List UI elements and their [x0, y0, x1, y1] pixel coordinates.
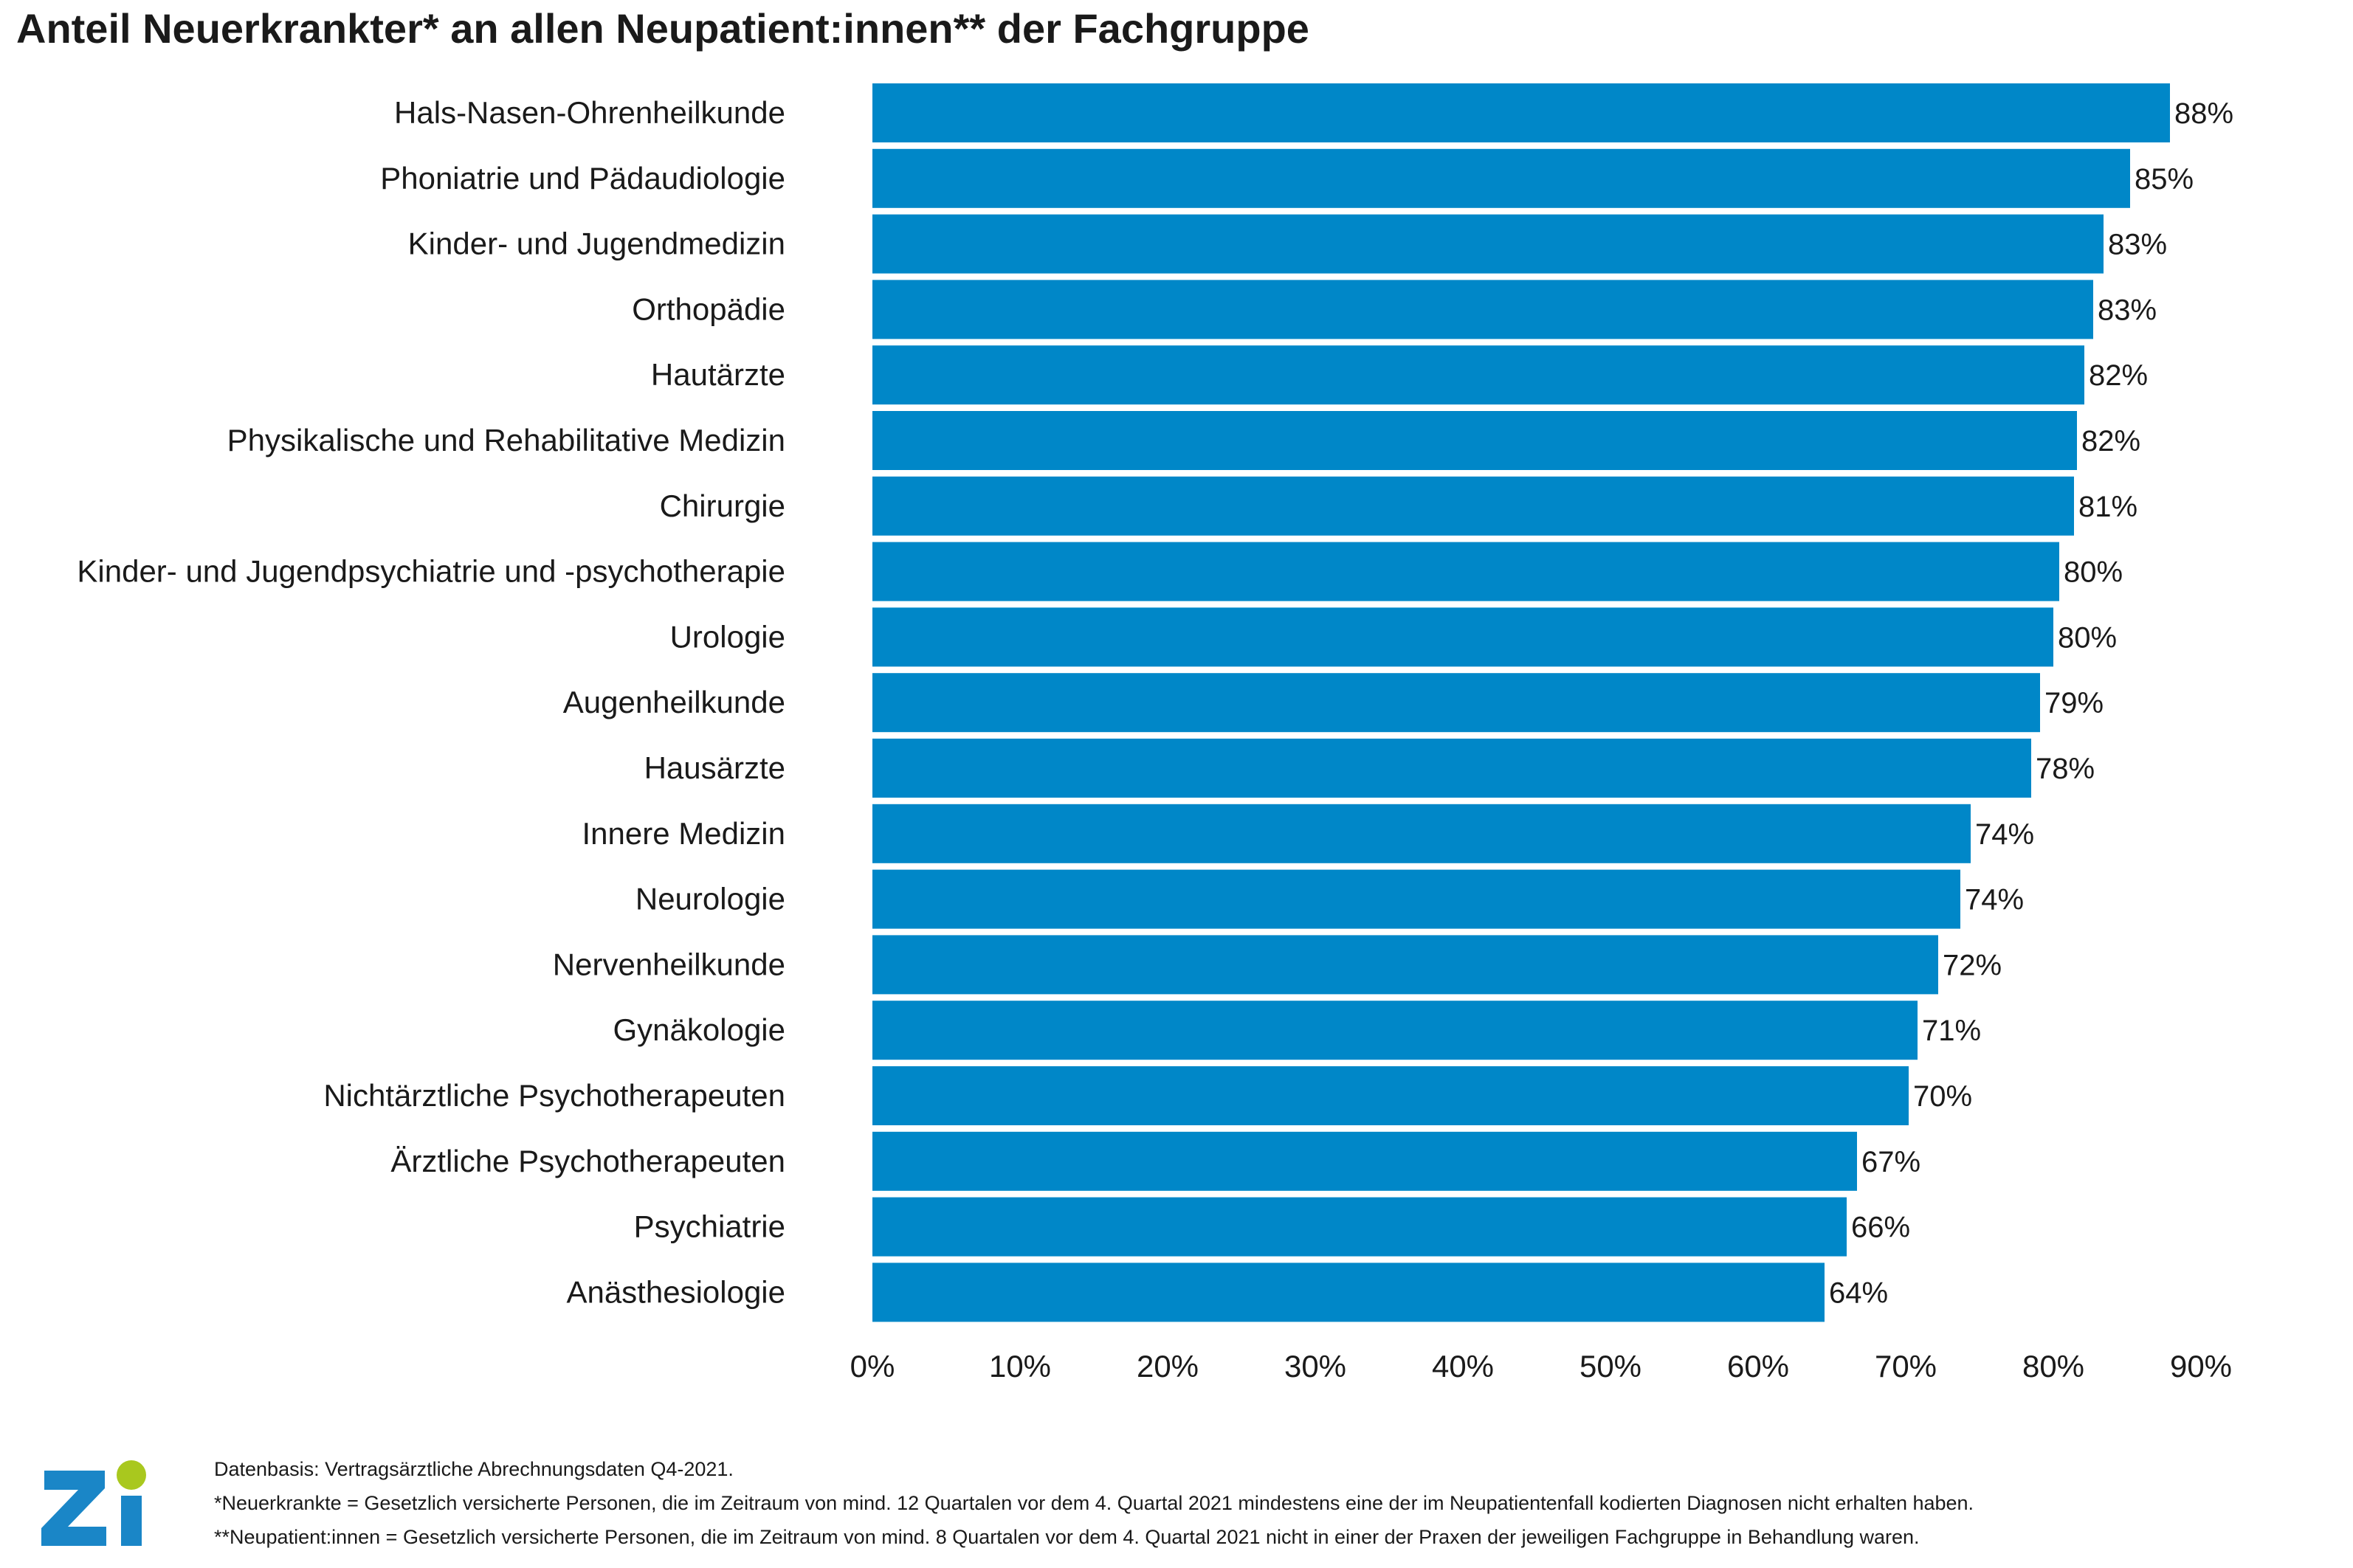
category-label: Gynäkologie: [613, 1012, 785, 1047]
footnote-neupatienten: **Neupatient:innen = Gesetzlich versiche…: [214, 1526, 1920, 1548]
category-labels: Hals-Nasen-Ohrenheilkunde Phoniatrie und …: [77, 95, 785, 1309]
category-label: Chirurgie: [660, 488, 785, 523]
category-label: Physikalische und Rehabilitative Medizin: [227, 423, 785, 457]
x-tick-label: 60%: [1727, 1349, 1789, 1384]
data-label: 82%: [2081, 425, 2140, 457]
category-label: Orthopädie: [632, 291, 785, 326]
data-label: 80%: [2064, 556, 2123, 589]
footnote-neuerkrankte: *Neuerkrankte = Gesetzlich versicherte P…: [214, 1492, 1974, 1514]
footer-notes: Datenbasis: Vertragsärztliche Abrechnung…: [214, 1452, 1974, 1554]
x-tick-label: 20%: [1137, 1349, 1199, 1384]
category-label: Augenheilkunde: [563, 685, 785, 719]
data-label: 88%: [2174, 97, 2233, 130]
data-label: 72%: [1943, 949, 2002, 981]
x-tick-label: 90%: [2170, 1349, 2232, 1384]
category-label: Phoniatrie und Pädaudiologie: [380, 161, 785, 196]
data-label: 79%: [2044, 687, 2104, 719]
bar: [872, 476, 2074, 536]
bar: [872, 869, 1960, 929]
bar: [872, 411, 2077, 470]
category-label: Nervenheilkunde: [553, 947, 785, 981]
category-label: Anästhesiologie: [566, 1274, 785, 1309]
bars-group: [872, 83, 2170, 1322]
x-tick-label: 70%: [1875, 1349, 1937, 1384]
logo-z-shape: [41, 1471, 106, 1546]
category-label: Innere Medizin: [582, 816, 785, 851]
data-label: 78%: [2036, 753, 2095, 785]
bar: [872, 935, 1938, 995]
x-tick-label: 50%: [1579, 1349, 1641, 1384]
data-label: 83%: [2098, 294, 2157, 326]
bar: [872, 1066, 1909, 1125]
bar: [872, 214, 2104, 274]
logo-i-stem: [121, 1496, 142, 1546]
x-tick-label: 80%: [2022, 1349, 2084, 1384]
x-tick-label: 30%: [1284, 1349, 1346, 1384]
category-label: Urologie: [670, 619, 785, 654]
bar: [872, 607, 2053, 667]
category-label: Hausärzte: [644, 750, 785, 785]
x-tick-label: 10%: [989, 1349, 1051, 1384]
data-label: 74%: [1975, 818, 2034, 851]
category-label: Psychiatrie: [634, 1209, 785, 1244]
bar: [872, 1197, 1847, 1257]
chart-title: Anteil Neuerkrankter* an allen Neupatien…: [16, 5, 1309, 52]
category-label: Hautärzte: [651, 357, 785, 392]
x-tick-label: 0%: [850, 1349, 895, 1384]
data-label: 74%: [1965, 884, 2024, 916]
x-tick-label: 40%: [1432, 1349, 1494, 1384]
data-label: 70%: [1913, 1080, 1972, 1113]
data-label: 82%: [2089, 359, 2148, 392]
bar: [872, 542, 2059, 601]
bar: [872, 280, 2093, 339]
category-label: Neurologie: [635, 882, 785, 916]
category-label: Ärztliche Psychotherapeuten: [390, 1144, 785, 1178]
bar: [872, 83, 2170, 142]
data-label: 67%: [1861, 1146, 1920, 1178]
bar-chart: Hals-Nasen-Ohrenheilkunde Phoniatrie und …: [77, 83, 2233, 1384]
bar: [872, 673, 2040, 733]
bar: [872, 804, 1971, 863]
bar: [872, 148, 2130, 208]
category-label: Nichtärztliche Psychotherapeuten: [323, 1078, 785, 1113]
data-label: 66%: [1851, 1212, 1910, 1244]
data-label: 83%: [2108, 229, 2167, 261]
x-axis-ticks: 0% 10% 20% 30% 40% 50% 60% 70% 80% 90%: [850, 1349, 2232, 1384]
data-label: 81%: [2078, 491, 2137, 523]
data-label: 80%: [2058, 621, 2117, 654]
zi-logo: [41, 1460, 146, 1546]
bar: [872, 1001, 1918, 1060]
category-label: Kinder- und Jugendmedizin: [408, 227, 785, 261]
bar: [872, 739, 2031, 798]
category-label: Hals-Nasen-Ohrenheilkunde: [394, 95, 785, 130]
data-label: 71%: [1922, 1015, 1981, 1047]
data-label: 64%: [1829, 1277, 1888, 1309]
category-label: Kinder- und Jugendpsychiatrie und -psych…: [77, 554, 785, 589]
data-label: 85%: [2135, 163, 2194, 196]
bar: [872, 345, 2084, 405]
logo-i-dot: [117, 1460, 146, 1490]
value-labels: 88% 85% 83% 83% 82% 82% 81% 80% 80% 79% 78% 74% 74% 7…: [1829, 97, 2233, 1309]
source-note: Datenbasis: Vertragsärztliche Abrechnung…: [214, 1458, 734, 1480]
bar: [872, 1131, 1857, 1191]
bar: [872, 1263, 1825, 1322]
